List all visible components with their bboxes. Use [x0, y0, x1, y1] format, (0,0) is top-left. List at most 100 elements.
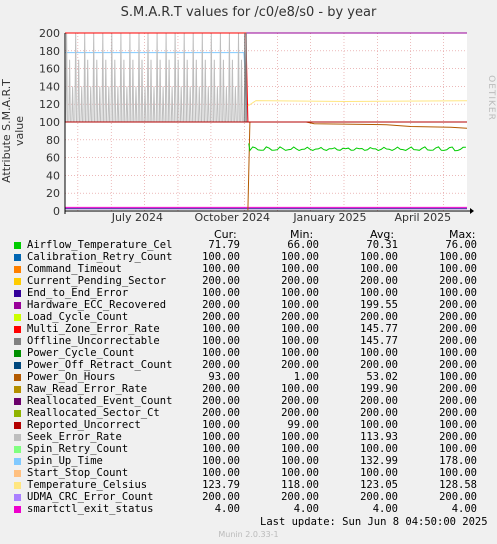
legend-value-min: 200.00 [281, 407, 319, 419]
x-tick-labels: July 2024 October 2024 January 2025 April 2… [111, 211, 451, 224]
series-line-offline-uncorrectable [244, 32, 247, 123]
legend-value-avg: 200.00 [360, 395, 398, 407]
last-update: Last update: Sun Jun 8 04:50:00 2025 [260, 516, 488, 528]
legend-value-avg: 113.93 [360, 431, 398, 443]
legend-value-cur: 100.00 [202, 335, 240, 347]
legend-series-name: Spin_Retry_Count [27, 443, 129, 455]
legend-value-cur: 200.00 [202, 311, 240, 323]
legend-series-name: End_to_End_Error [27, 287, 129, 299]
legend-swatch [14, 266, 21, 273]
legend-row: Raw_Read_Error_Rate 200.00 100.00 199.90 200… [0, 383, 497, 395]
series-line-temperature-celsius [247, 100, 468, 107]
y-tick-label: 140 [39, 80, 60, 93]
legend-row: UDMA_CRC_Error_Count 200.00 200.00 200.00 20… [0, 491, 497, 503]
legend-series-name: Start_Stop_Count [27, 467, 129, 479]
legend-series-name: Load_Cycle_Count [27, 311, 129, 323]
legend-value-max: 200.00 [439, 359, 477, 371]
legend-series-name: Reallocated_Event_Count [27, 395, 173, 407]
legend-value-min: 200.00 [281, 311, 319, 323]
legend-value-max: 100.00 [439, 371, 477, 383]
legend-row: Command_Timeout 100.00 100.00 100.00 100.00 [0, 263, 497, 275]
legend-swatch [14, 434, 21, 441]
legend-swatch [14, 422, 21, 429]
series-lines [65, 32, 468, 211]
legend-value-cur: 200.00 [202, 407, 240, 419]
legend-value-max: 128.58 [439, 479, 477, 491]
legend-value-cur: 123.79 [202, 479, 240, 491]
legend-series-name: Power_Cycle_Count [27, 347, 135, 359]
legend-row: Power_Off_Retract_Count 200.00 200.00 200.0… [0, 359, 497, 371]
legend-row: Load_Cycle_Count 200.00 200.00 200.00 200.00 [0, 311, 497, 323]
legend-value-cur: 100.00 [202, 443, 240, 455]
legend-value-avg: 200.00 [360, 311, 398, 323]
legend-value-cur: 200.00 [202, 383, 240, 395]
y-tick-label: 60 [46, 152, 60, 165]
legend-swatch [14, 482, 21, 489]
legend-series-name: Power_Off_Retract_Count [27, 359, 173, 371]
legend-value-min: 100.00 [281, 299, 319, 311]
legend-series-name: Raw_Read_Error_Rate [27, 383, 148, 395]
y-tick-label: 180 [39, 45, 60, 58]
legend-row: Current_Pending_Sector 200.00 200.00 200.00… [0, 275, 497, 287]
legend-swatch [14, 314, 21, 321]
legend-value-avg: 100.00 [360, 251, 398, 263]
legend-value-min: 100.00 [281, 323, 319, 335]
legend-series-name: Hardware_ECC_Recovered [27, 299, 167, 311]
legend-value-cur: 100.00 [202, 467, 240, 479]
legend-value-cur: 100.00 [202, 455, 240, 467]
legend-series-name: Reported_Uncorrect [27, 419, 141, 431]
legend-value-avg: 132.99 [360, 455, 398, 467]
y-tick-label: 40 [46, 169, 60, 182]
legend-value-min: 99.00 [287, 419, 319, 431]
legend-value-max: 100.00 [439, 287, 477, 299]
legend-value-max: 200.00 [439, 407, 477, 419]
legend-value-min: 100.00 [281, 443, 319, 455]
y-tick-label: 200 [39, 27, 60, 40]
legend-value-max: 76.00 [445, 239, 477, 251]
legend-row: End_to_End_Error 100.00 100.00 100.00 100.00 [0, 287, 497, 299]
legend-value-max: 100.00 [439, 347, 477, 359]
legend-value-max: 200.00 [439, 275, 477, 287]
legend-swatch [14, 470, 21, 477]
legend-value-avg: 123.05 [360, 479, 398, 491]
legend-swatch [14, 374, 21, 381]
legend-value-min: 200.00 [281, 491, 319, 503]
legend-value-avg: 200.00 [360, 275, 398, 287]
legend-swatch [14, 338, 21, 345]
legend-value-avg: 200.00 [360, 359, 398, 371]
legend-row: Power_On_Hours 93.00 1.00 53.02 100.00 [0, 371, 497, 383]
legend-swatch [14, 410, 21, 417]
legend-series-name: Command_Timeout [27, 263, 122, 275]
legend-row: Temperature_Celsius 123.79 118.00 123.05 128… [0, 479, 497, 491]
legend-row: Reallocated_Sector_Ct 200.00 200.00 200.00 2… [0, 407, 497, 419]
legend-swatch [14, 302, 21, 309]
legend-value-avg: 100.00 [360, 443, 398, 455]
legend-row: Power_Cycle_Count 100.00 100.00 100.00 100.0… [0, 347, 497, 359]
legend-series-name: Temperature_Celsius [27, 479, 148, 491]
legend-value-cur: 100.00 [202, 263, 240, 275]
legend-value-max: 200.00 [439, 491, 477, 503]
legend-swatch [14, 458, 21, 465]
legend-row: smartctl_exit_status 4.00 4.00 4.00 4.00 [0, 503, 497, 515]
legend-swatch [14, 386, 21, 393]
legend-header-cur: Cur: [214, 228, 237, 241]
legend-value-max: 100.00 [439, 467, 477, 479]
legend-value-avg: 199.55 [360, 299, 398, 311]
legend-value-avg: 100.00 [360, 287, 398, 299]
y-tick-label: 80 [46, 134, 60, 147]
legend-value-avg: 145.77 [360, 335, 398, 347]
legend-value-min: 118.00 [281, 479, 319, 491]
legend-value-max: 200.00 [439, 395, 477, 407]
legend-row: Reallocated_Event_Count 200.00 200.00 200.0… [0, 395, 497, 407]
legend-value-min: 100.00 [281, 335, 319, 347]
legend-value-cur: 100.00 [202, 251, 240, 263]
legend-value-max: 100.00 [439, 443, 477, 455]
legend-value-min: 100.00 [281, 263, 319, 275]
legend-series-name: Offline_Uncorrectable [27, 335, 160, 347]
legend-value-cur: 100.00 [202, 419, 240, 431]
legend-swatch [14, 242, 21, 249]
legend-value-max: 200.00 [439, 299, 477, 311]
y-tick-labels: 0 20 40 60 80 100 120 140 160 180 200 [39, 27, 60, 218]
legend-value-max: 100.00 [439, 419, 477, 431]
y-tick-label: 120 [39, 98, 60, 111]
